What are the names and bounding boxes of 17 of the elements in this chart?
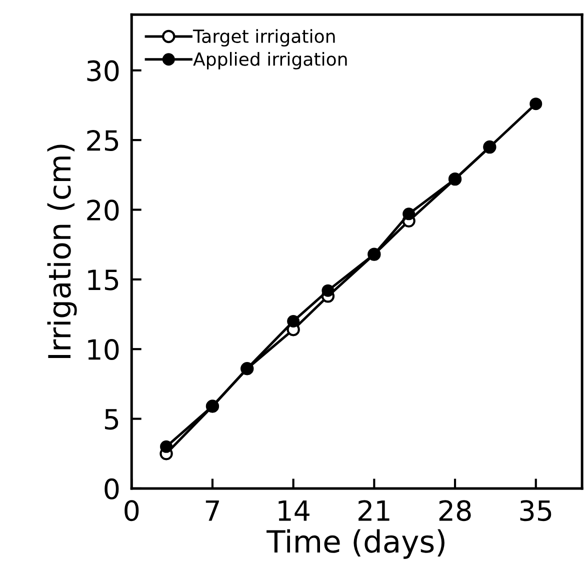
x-tick-label: 21 [358,500,390,521]
x-axis-title: Time (days) [266,529,444,559]
x-tick-label: 7 [206,500,219,521]
y-axis-title: Irrigation (cm) [47,144,77,358]
y-tick-label: 5 [104,409,118,430]
x-tick-label: 35 [520,500,552,522]
x-tick-label: 14 [278,500,310,521]
x-tick-label: 28 [439,500,471,522]
y-tick-label: 25 [87,130,118,152]
y-tick-label: 0 [104,478,119,500]
x-tick-label: 0 [124,500,139,522]
y-tick-label: 30 [87,60,119,82]
legend-label: Applied irrigation [193,52,347,70]
legend-label: Target irrigation [192,29,335,47]
y-tick-label: 20 [87,200,119,221]
y-tick-label: 10 [88,339,119,360]
y-tick-label: 15 [88,270,118,290]
